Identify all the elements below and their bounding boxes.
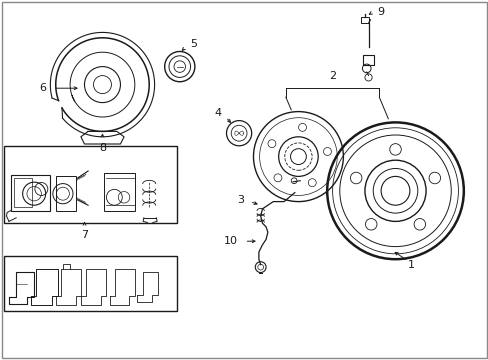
Bar (14, 178, 32, 207)
Bar (56, 176, 75, 211)
Text: 3: 3 (237, 195, 244, 205)
Text: 1: 1 (407, 260, 414, 270)
Bar (363, 55, 373, 65)
Bar (4, 146, 177, 223)
Text: 2: 2 (328, 71, 335, 81)
Text: 8: 8 (99, 143, 106, 153)
Text: 7: 7 (81, 230, 88, 240)
Text: 5: 5 (190, 39, 197, 49)
Bar (11, 175, 50, 211)
Text: 9: 9 (376, 6, 383, 17)
Bar (361, 17, 368, 23)
Text: 10: 10 (224, 236, 238, 246)
Text: 6: 6 (40, 83, 47, 93)
Text: 4: 4 (214, 108, 221, 118)
Bar (104, 173, 135, 211)
Bar (4, 256, 177, 311)
